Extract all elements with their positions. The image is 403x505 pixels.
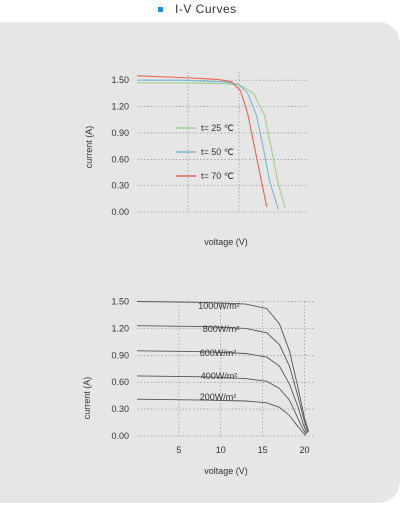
x-tick-label: 5 xyxy=(176,445,181,455)
y-tick-label: 1.50 xyxy=(111,75,129,85)
page-header: I-V Curves xyxy=(0,0,403,20)
y-tick-label: 0.60 xyxy=(111,154,129,164)
y-tick-label: 1.20 xyxy=(111,323,129,333)
series-line xyxy=(136,375,307,435)
legend-label: t= 50 ℃ xyxy=(201,147,234,157)
irradiance-label: 200W/m² xyxy=(200,392,237,402)
y-tick-label: 0.00 xyxy=(111,431,129,441)
x-tick-label: 20 xyxy=(299,445,309,455)
x-axis-label: voltage (V) xyxy=(204,237,248,247)
irradiance-label: 800W/m² xyxy=(203,324,240,334)
x-tick-label: 15 xyxy=(258,445,268,455)
y-tick-label: 0.00 xyxy=(111,207,129,217)
irradiance-label: 400W/m² xyxy=(201,371,238,381)
y-tick-label: 0.90 xyxy=(111,128,129,138)
y-tick-label: 0.60 xyxy=(111,377,129,387)
x-tick-label: 10 xyxy=(216,445,226,455)
series-line xyxy=(136,398,306,436)
y-tick-label: 0.30 xyxy=(111,404,129,414)
y-axis-label: current (A) xyxy=(84,126,94,169)
page-title: I-V Curves xyxy=(175,2,237,16)
y-tick-label: 1.20 xyxy=(111,102,129,112)
series-line xyxy=(137,82,286,208)
x-axis-label: voltage (V) xyxy=(204,466,248,476)
chart-panel xyxy=(0,22,400,503)
legend-label: t= 70 ℃ xyxy=(201,171,234,181)
y-tick-label: 1.50 xyxy=(111,296,129,306)
irradiance-label: 600W/m² xyxy=(200,348,237,358)
irradiance-label: 1000W/m² xyxy=(198,301,240,311)
legend-label: t= 25 ℃ xyxy=(201,123,234,133)
series-line xyxy=(136,75,268,207)
y-tick-label: 0.30 xyxy=(111,181,129,191)
y-tick-label: 0.90 xyxy=(111,350,129,360)
bullet-icon xyxy=(158,7,163,12)
series-line xyxy=(137,79,279,210)
series-line xyxy=(136,301,310,432)
series-line xyxy=(136,325,309,433)
series-line xyxy=(136,350,308,434)
y-axis-label: current (A) xyxy=(82,377,92,420)
